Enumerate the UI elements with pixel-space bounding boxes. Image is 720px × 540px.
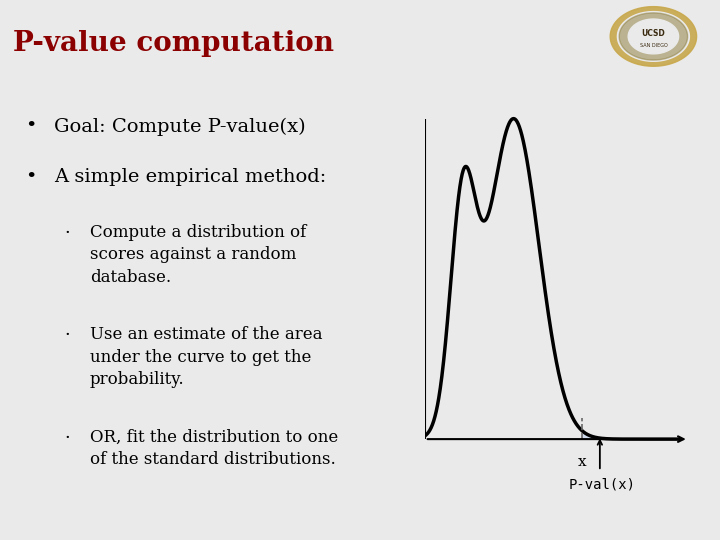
Text: ·: ·: [65, 326, 71, 345]
Polygon shape: [611, 6, 697, 66]
Text: •: •: [25, 168, 37, 186]
Text: Use an estimate of the area
under the curve to get the
probability.: Use an estimate of the area under the cu…: [90, 326, 323, 388]
Polygon shape: [619, 13, 688, 60]
Text: Goal: Compute P-value(x): Goal: Compute P-value(x): [54, 117, 305, 136]
Text: ·: ·: [65, 429, 71, 447]
Text: •: •: [25, 117, 37, 136]
Text: P-value computation: P-value computation: [13, 30, 334, 57]
Text: Compute a distribution of
scores against a random
database.: Compute a distribution of scores against…: [90, 224, 306, 286]
Text: A simple empirical method:: A simple empirical method:: [54, 168, 326, 186]
Text: x: x: [577, 455, 586, 469]
Text: ·: ·: [65, 224, 71, 242]
Text: UCSD: UCSD: [642, 29, 665, 38]
Polygon shape: [618, 12, 690, 61]
Text: SAN DIEGO: SAN DIEGO: [639, 43, 667, 48]
Text: OR, fit the distribution to one
of the standard distributions.: OR, fit the distribution to one of the s…: [90, 429, 338, 468]
Polygon shape: [629, 19, 679, 54]
Polygon shape: [582, 431, 678, 439]
Text: P-val(x): P-val(x): [569, 477, 636, 491]
